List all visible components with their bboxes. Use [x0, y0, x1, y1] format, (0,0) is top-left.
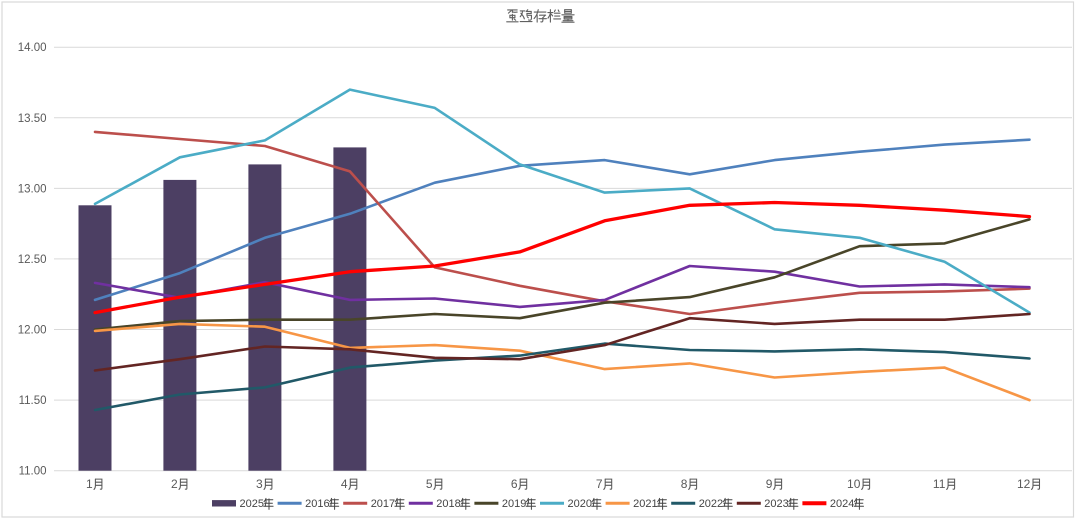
svg-text:2024: 2024 — [830, 498, 854, 510]
svg-text:2017: 2017 — [371, 498, 395, 510]
svg-text:14.00: 14.00 — [18, 42, 47, 54]
svg-text:2025: 2025 — [240, 498, 264, 510]
svg-text:4: 4 — [341, 477, 348, 491]
svg-text:12: 12 — [1017, 477, 1031, 491]
svg-text:2023: 2023 — [764, 498, 788, 510]
svg-text:2016: 2016 — [305, 498, 329, 510]
svg-text:13.00: 13.00 — [18, 183, 47, 195]
svg-text:11.50: 11.50 — [19, 395, 47, 407]
svg-text:11: 11 — [933, 477, 946, 491]
svg-text:7: 7 — [596, 477, 603, 491]
svg-text:1: 1 — [86, 477, 93, 491]
svg-text:2018: 2018 — [436, 498, 460, 510]
svg-text:2: 2 — [171, 477, 178, 491]
svg-text:2019: 2019 — [502, 498, 526, 510]
svg-text:11.00: 11.00 — [19, 466, 47, 478]
svg-text:9: 9 — [766, 477, 773, 491]
svg-text:2021: 2021 — [633, 498, 657, 510]
svg-text:5: 5 — [426, 477, 433, 491]
svg-text:2020: 2020 — [568, 498, 592, 510]
svg-text:10: 10 — [847, 477, 861, 491]
svg-text:13.50: 13.50 — [18, 113, 47, 125]
svg-text:12.00: 12.00 — [18, 325, 47, 337]
svg-text:8: 8 — [681, 477, 688, 491]
svg-text:2022: 2022 — [699, 498, 723, 510]
svg-text:3: 3 — [256, 477, 263, 491]
svg-text:6: 6 — [511, 477, 518, 491]
svg-text:12.50: 12.50 — [18, 254, 47, 266]
